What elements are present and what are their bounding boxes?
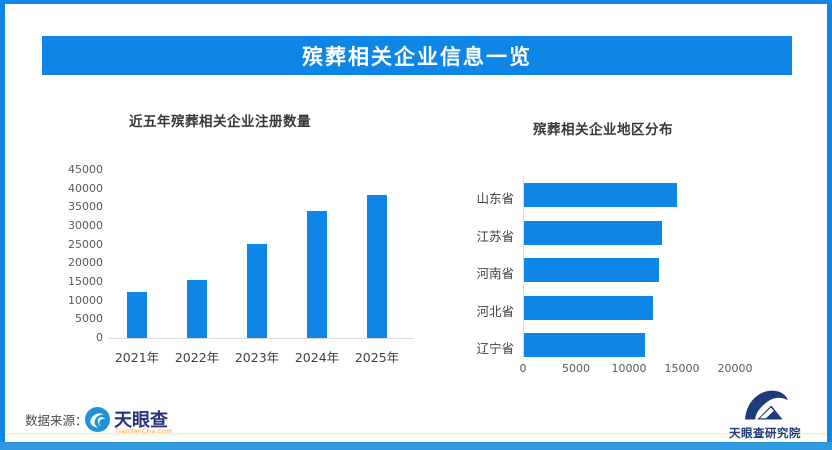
- y-tick-label: 40000: [68, 181, 103, 195]
- y-tick-label: 35000: [68, 200, 103, 214]
- research-institute-logo-icon: [742, 388, 790, 423]
- x-tick-label: 2022年: [174, 350, 220, 365]
- x-tick-label: 2024年: [294, 350, 340, 365]
- tianyancha-wordmark: 天眼查: [114, 410, 168, 431]
- left-chart-title: 近五年殡葬相关企业注册数量: [129, 114, 311, 130]
- y-tick-label: 10000: [68, 293, 103, 307]
- data-source-label: 数据来源：: [25, 413, 88, 428]
- bar-河南省: [524, 258, 659, 282]
- bar-江苏省: [524, 220, 662, 245]
- x-tick-label: 10000: [611, 362, 647, 375]
- border-top: [0, 0, 832, 4]
- bar-辽宁省: [524, 333, 645, 357]
- x-tick-label: 2021年: [114, 350, 160, 365]
- x-tick-label: 5000: [562, 362, 590, 375]
- border-left: [0, 0, 5, 450]
- x-tick-label: 0: [519, 362, 527, 375]
- tianyancha-logo-icon: [85, 407, 110, 432]
- x-tick-label: 20000: [717, 362, 753, 375]
- border-right: [827, 0, 832, 450]
- y-tick-label: 30000: [68, 219, 103, 232]
- y-tick-label: 25000: [68, 237, 103, 251]
- y-category-label: 江苏省: [476, 228, 514, 244]
- bar-河北省: [524, 295, 654, 320]
- y-tick-label: 15000: [68, 275, 103, 288]
- research-institute-wordmark: 天眼查研究院: [729, 426, 801, 440]
- x-axis-line: [108, 338, 414, 339]
- y-tick-label: 45000: [68, 163, 103, 176]
- y-category-label: 辽宁省: [476, 341, 514, 356]
- y-tick-label: 0: [96, 331, 103, 344]
- footer-divider-line: [5, 433, 827, 435]
- y-category-label: 河南省: [476, 266, 514, 281]
- tianyancha-domain-text: TianYanCha.com: [115, 427, 173, 435]
- x-tick-label: 2023年: [234, 350, 280, 365]
- right-chart-title: 殡葬相关企业地区分布: [533, 122, 673, 138]
- page-title: 殡葬相关企业信息一览: [42, 36, 792, 75]
- y-tick-label: 5000: [75, 312, 103, 326]
- bar-2025年: [367, 195, 387, 338]
- y-tick-label: 20000: [68, 256, 103, 270]
- bar-2023年: [247, 243, 267, 338]
- y-axis-line: [523, 176, 524, 357]
- border-bottom: [0, 442, 832, 450]
- bar-2024年: [307, 210, 327, 338]
- y-category-label: 河北省: [476, 303, 514, 319]
- bar-2021年: [127, 291, 147, 338]
- y-category-label: 山东省: [476, 191, 514, 206]
- bar-山东省: [524, 183, 677, 207]
- bar-2022年: [187, 280, 207, 338]
- x-tick-label: 2025年: [354, 350, 400, 365]
- x-tick-label: 15000: [664, 362, 700, 375]
